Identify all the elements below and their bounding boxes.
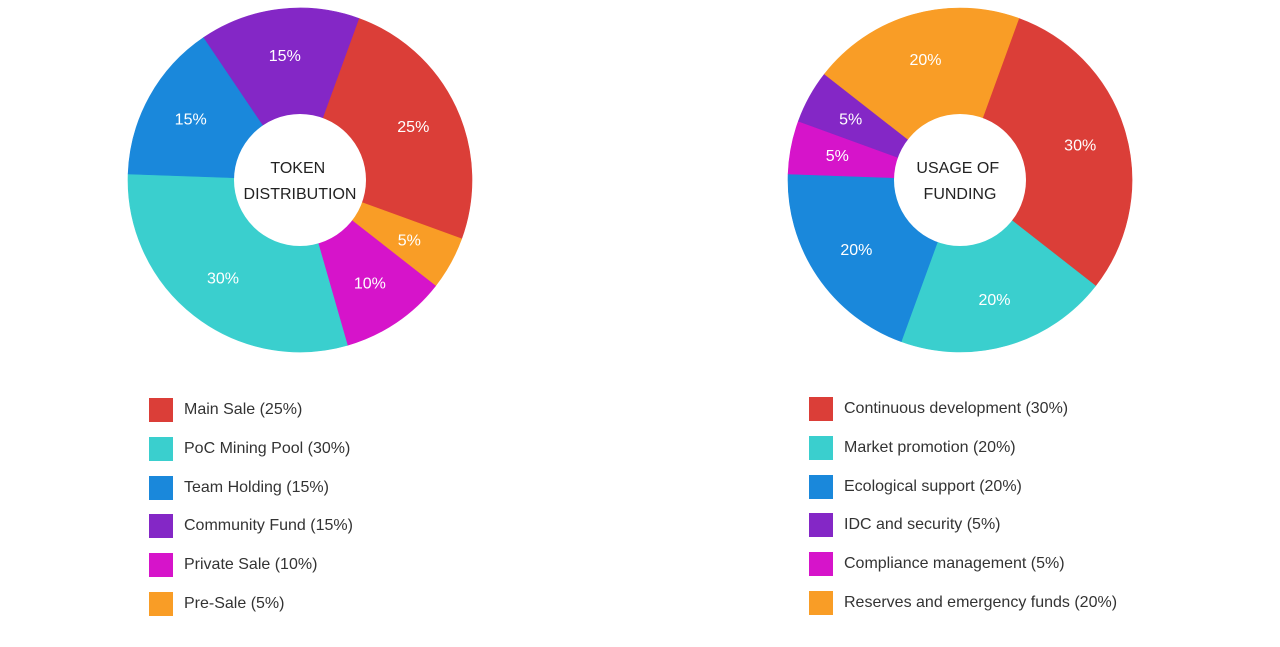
legend-label: IDC and security (5%)	[844, 516, 1001, 534]
slice-label-team-holding: 15%	[175, 111, 207, 128]
legend-swatch	[149, 591, 173, 616]
legend-item-ecological-support[interactable]: Ecological support (20%)	[809, 474, 1117, 499]
slice-continuous-development[interactable]	[959, 17, 1133, 287]
legend-label: Market promotion (20%)	[844, 438, 1016, 456]
legend-swatch	[149, 475, 173, 500]
legend-label: PoC Mining Pool (30%)	[184, 439, 351, 457]
legend-swatch	[809, 435, 833, 460]
legend-swatch	[149, 398, 173, 422]
slice-label-reserves-and-emergency-funds: 20%	[909, 52, 941, 69]
legend-label: Ecological support (20%)	[844, 477, 1022, 495]
legend-label: Main Sale (25%)	[184, 401, 303, 418]
legend-item-continuous-development[interactable]: Continuous development (30%)	[809, 397, 1117, 421]
legend-swatch	[809, 552, 833, 577]
usage-of-funding-title: USAGE OF FUNDING	[916, 160, 1003, 203]
token-distribution-title-line-1: TOKEN	[270, 160, 325, 177]
legend-label: Compliance management (5%)	[844, 555, 1065, 573]
slice-label-compliance-management: 5%	[826, 148, 849, 165]
legend-item-main-sale[interactable]: Main Sale (25%)	[149, 398, 353, 422]
legend-item-market-promotion[interactable]: Market promotion (20%)	[809, 435, 1117, 460]
usage-of-funding-title-line-1: USAGE OF	[916, 160, 999, 177]
slice-label-main-sale: 25%	[397, 119, 429, 136]
token-distribution-donut: 25% 5% 10% 30% 15% 15% TOKEN DISTRIBUTION	[127, 7, 473, 353]
slice-label-poc-mining-pool: 30%	[207, 271, 239, 288]
slice-label-pre-sale: 5%	[398, 233, 421, 250]
slice-label-idc-and-security: 5%	[839, 111, 862, 128]
legend-swatch	[809, 474, 833, 499]
legend-label: Team Holding (15%)	[184, 478, 329, 496]
legend-item-poc-mining-pool[interactable]: PoC Mining Pool (30%)	[149, 436, 353, 461]
legend-swatch	[809, 513, 833, 538]
slice-label-continuous-development: 30%	[1064, 138, 1096, 155]
slice-community-fund[interactable]	[203, 7, 360, 181]
legend-label: Pre-Sale (5%)	[184, 594, 285, 612]
slice-label-private-sale: 10%	[354, 276, 386, 293]
legend-swatch	[809, 590, 833, 615]
usage-of-funding-legend: Continuous development (30%) Market prom…	[809, 397, 1117, 630]
legend-label: Community Fund (15%)	[184, 517, 353, 535]
usage-of-funding-donut: 30% 20% 20% 5% 5% 20% USAGE OF FUNDING	[787, 7, 1133, 353]
token-distribution-center-hole	[234, 114, 366, 246]
legend-item-reserves-and-emergency-funds[interactable]: Reserves and emergency funds (20%)	[809, 590, 1118, 615]
legend-swatch	[149, 514, 173, 539]
legend-item-private-sale[interactable]: Private Sale (10%)	[149, 553, 353, 578]
token-distribution-legend: Main Sale (25%) PoC Mining Pool (30%) Te…	[149, 398, 353, 631]
legend-swatch	[149, 436, 173, 461]
legend-swatch	[149, 553, 173, 578]
legend-swatch	[809, 397, 833, 421]
slice-label-ecological-support: 20%	[840, 242, 872, 259]
legend-item-community-fund[interactable]: Community Fund (15%)	[149, 514, 353, 539]
legend-item-compliance-management[interactable]: Compliance management (5%)	[809, 552, 1117, 577]
slice-label-market-promotion: 20%	[978, 292, 1010, 309]
usage-of-funding-title-line-2: FUNDING	[924, 186, 997, 203]
token-distribution-title-line-2: DISTRIBUTION	[244, 186, 357, 203]
legend-label: Reserves and emergency funds (20%)	[844, 593, 1118, 611]
token-distribution-title: TOKEN DISTRIBUTION	[244, 160, 357, 203]
usage-of-funding-center-hole	[894, 114, 1026, 246]
legend-label: Private Sale (10%)	[184, 556, 318, 574]
legend-item-idc-and-security[interactable]: IDC and security (5%)	[809, 513, 1117, 538]
legend-item-pre-sale[interactable]: Pre-Sale (5%)	[149, 591, 353, 616]
slice-label-community-fund: 15%	[269, 48, 301, 65]
legend-label: Continuous development (30%)	[844, 400, 1069, 417]
legend-item-team-holding[interactable]: Team Holding (15%)	[149, 475, 353, 500]
